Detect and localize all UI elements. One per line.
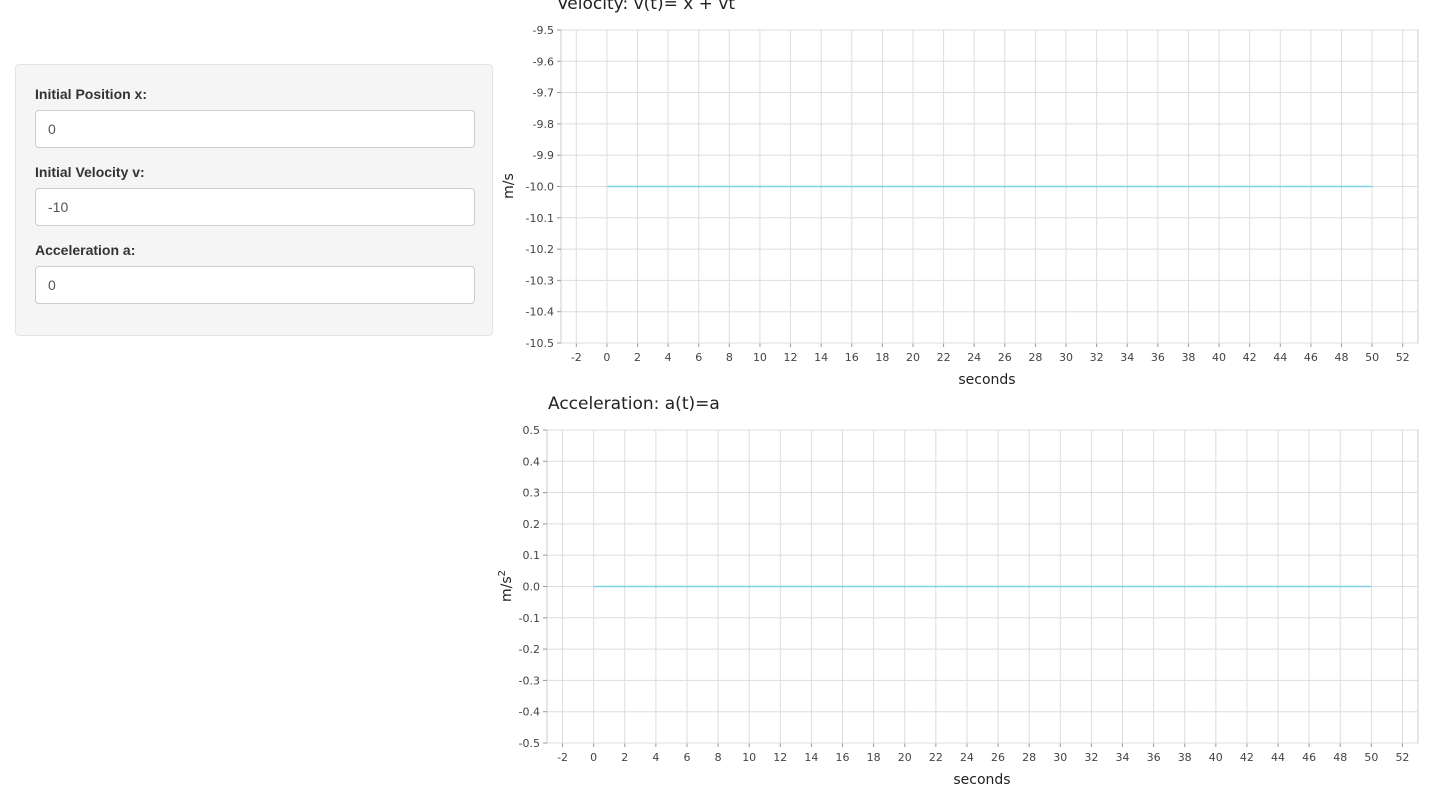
velocity-x-tick-label: 40: [1212, 351, 1226, 364]
velocity-x-tick-label: 10: [753, 351, 767, 364]
acceleration-x-axis-label: seconds: [953, 772, 1010, 786]
velocity-x-tick-label: 30: [1059, 351, 1073, 364]
acceleration-y-tick-label: 0.1: [523, 549, 541, 562]
velocity-x-tick-label: 14: [814, 351, 828, 364]
acceleration-x-tick-label: 50: [1364, 751, 1378, 764]
velocity-x-tick-label: 12: [784, 351, 798, 364]
initial-velocity-input[interactable]: [35, 188, 475, 226]
acceleration-x-tick-label: 0: [590, 751, 597, 764]
acceleration-chart-title: Acceleration: a(t)=a: [548, 394, 720, 414]
acceleration-x-tick-label: 40: [1209, 751, 1223, 764]
acceleration-y-tick-label: -0.5: [519, 737, 540, 750]
velocity-x-tick-label: 16: [845, 351, 859, 364]
acceleration-y-tick-label: -0.2: [519, 643, 540, 656]
velocity-x-tick-label: 34: [1120, 351, 1134, 364]
velocity-x-tick-label: 0: [603, 351, 610, 364]
acceleration-x-tick-label: 28: [1022, 751, 1036, 764]
velocity-x-tick-label: 22: [937, 351, 951, 364]
initial-velocity-label: Initial Velocity v:: [35, 164, 145, 180]
velocity-x-tick-label: 48: [1334, 351, 1348, 364]
velocity-y-tick-label: -10.4: [526, 306, 554, 319]
velocity-y-tick-label: -10.1: [526, 212, 554, 225]
acceleration-y-tick-label: 0.0: [523, 581, 541, 594]
acceleration-y-axis-unit: m/s: [499, 576, 515, 602]
velocity-x-tick-label: 38: [1181, 351, 1195, 364]
acceleration-y-axis-label: m/s2: [497, 570, 515, 602]
acceleration-y-tick-label: -0.4: [519, 706, 540, 719]
acceleration-x-tick-label: 16: [836, 751, 850, 764]
acceleration-y-tick-label: 0.3: [523, 487, 541, 500]
velocity-y-tick-label: -10.0: [526, 181, 554, 194]
acceleration-chart: -2 0 2 4 6 8 10 12 14 16 18 20 22 24 26 28 30 32 34 36 38 40 4…: [497, 394, 1419, 786]
velocity-chart: -2 0 2 4 6 8 10 12 14 16 18 20 22 24 26 28 30 32 34 36 38 40 4…: [501, 0, 1419, 388]
acceleration-x-tick-label: 36: [1147, 751, 1161, 764]
acceleration-x-tick-label: 32: [1084, 751, 1098, 764]
input-panel: Initial Position x: Initial Velocity v: …: [15, 64, 493, 336]
acceleration-x-tick-label: 4: [652, 751, 659, 764]
velocity-x-tick-label: 6: [695, 351, 702, 364]
acceleration-x-tick-label: 10: [742, 751, 756, 764]
acceleration-input[interactable]: [35, 266, 475, 304]
velocity-y-tick-label: -10.3: [526, 274, 554, 287]
initial-position-input[interactable]: [35, 110, 475, 148]
velocity-x-tick-label: -2: [571, 351, 582, 364]
initial-position-label: Initial Position x:: [35, 86, 148, 102]
velocity-y-tick-label: -9.5: [533, 24, 554, 37]
acceleration-x-tick-label: -2: [557, 751, 568, 764]
velocity-x-tick-label: 2: [634, 351, 641, 364]
velocity-x-tick-label: 8: [726, 351, 733, 364]
velocity-x-tick-label: 46: [1304, 351, 1318, 364]
velocity-y-tick-label: -10.2: [526, 243, 554, 256]
acceleration-y-tick-label: -0.3: [519, 674, 540, 687]
velocity-y-tick-label: -9.8: [533, 118, 554, 131]
acceleration-x-tick-label: 34: [1115, 751, 1129, 764]
velocity-x-tick-label: 24: [967, 351, 981, 364]
acceleration-x-tick-label: 44: [1271, 751, 1285, 764]
acceleration-y-tick-label: -0.1: [519, 612, 540, 625]
velocity-x-tick-label: 26: [998, 351, 1012, 364]
velocity-x-axis-label: seconds: [958, 372, 1015, 388]
acceleration-x-tick-label: 14: [804, 751, 818, 764]
acceleration-y-tick-label: 0.5: [523, 424, 541, 437]
acceleration-y-tick-label: 0.2: [523, 518, 541, 531]
acceleration-x-tick-label: 38: [1178, 751, 1192, 764]
acceleration-y-tick-label: 0.4: [523, 455, 541, 468]
velocity-x-tick-label: 36: [1151, 351, 1165, 364]
acceleration-x-tick-label: 2: [621, 751, 628, 764]
velocity-x-tick-label: 20: [906, 351, 920, 364]
velocity-x-tick-label: 42: [1243, 351, 1257, 364]
acceleration-x-tick-label: 12: [773, 751, 787, 764]
velocity-x-tick-label: 18: [875, 351, 889, 364]
velocity-y-tick-label: -9.6: [533, 55, 554, 68]
acceleration-x-tick-label: 46: [1302, 751, 1316, 764]
acceleration-x-tick-label: 18: [867, 751, 881, 764]
velocity-y-tick-label: -10.5: [526, 337, 554, 350]
acceleration-x-tick-label: 8: [715, 751, 722, 764]
velocity-x-tick-label: 28: [1028, 351, 1042, 364]
acceleration-x-tick-label: 6: [683, 751, 690, 764]
acceleration-x-tick-label: 24: [960, 751, 974, 764]
velocity-y-axis-label: m/s: [501, 173, 517, 199]
velocity-x-tick-label: 32: [1090, 351, 1104, 364]
velocity-x-tick-label: 44: [1273, 351, 1287, 364]
acceleration-x-tick-label: 22: [929, 751, 943, 764]
velocity-y-tick-label: -9.9: [533, 149, 554, 162]
velocity-x-tick-label: 50: [1365, 351, 1379, 364]
acceleration-label: Acceleration a:: [35, 242, 136, 258]
acceleration-y-axis-exponent: 2: [497, 570, 508, 576]
acceleration-x-tick-label: 48: [1333, 751, 1347, 764]
velocity-x-tick-label: 52: [1396, 351, 1410, 364]
acceleration-x-tick-label: 30: [1053, 751, 1067, 764]
acceleration-x-tick-label: 20: [898, 751, 912, 764]
velocity-x-tick-label: 4: [665, 351, 672, 364]
velocity-chart-title: Velocity: v(t)= x + vt: [557, 0, 735, 14]
acceleration-x-tick-label: 26: [991, 751, 1005, 764]
acceleration-x-tick-label: 42: [1240, 751, 1254, 764]
acceleration-x-tick-label: 52: [1395, 751, 1409, 764]
velocity-y-tick-label: -9.7: [533, 87, 554, 100]
